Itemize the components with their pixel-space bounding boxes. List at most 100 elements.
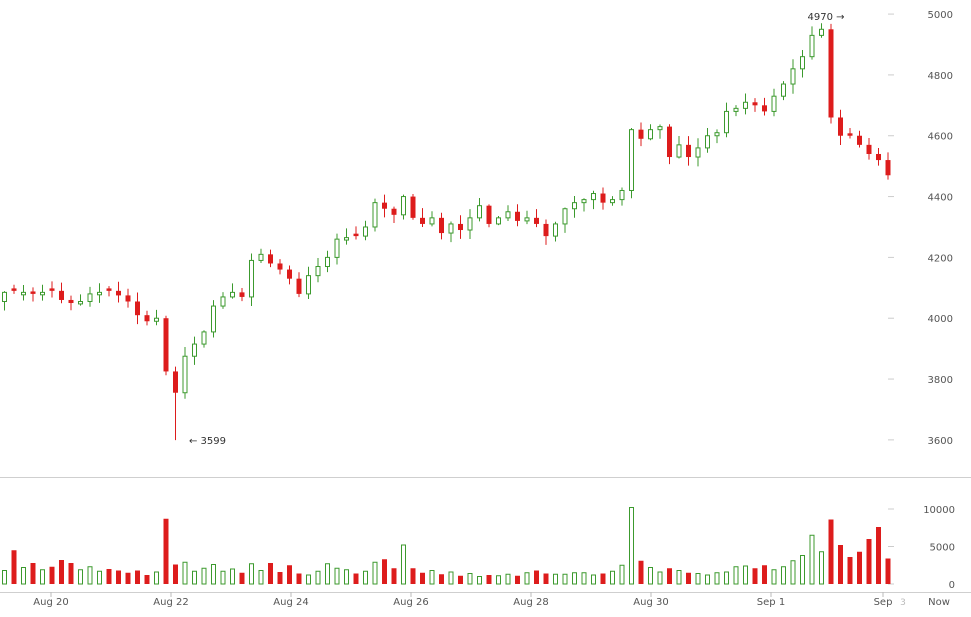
- volume-bar: [344, 569, 349, 585]
- candle-body: [277, 263, 283, 270]
- volume-bar: [486, 575, 492, 584]
- candle-body: [752, 102, 758, 106]
- candle-body: [306, 275, 311, 295]
- candle-body: [800, 56, 805, 70]
- candle-body: [857, 135, 862, 145]
- volume-bar: [496, 575, 501, 585]
- volume-bar: [515, 575, 520, 584]
- volume-bar: [135, 570, 140, 584]
- volume-bar: [439, 574, 444, 584]
- volume-bar: [40, 569, 45, 585]
- candle-body: [296, 278, 302, 294]
- candle-body: [372, 202, 378, 228]
- candle-body: [676, 144, 682, 158]
- volume-bar: [410, 568, 416, 584]
- volume-bar: [391, 568, 397, 584]
- volume-bar: [192, 570, 197, 585]
- volume-bar: [315, 570, 321, 585]
- x-tick-label: Aug 20: [33, 597, 68, 608]
- candle-body: [230, 291, 235, 298]
- volume-bar: [163, 518, 169, 584]
- candle-body: [68, 299, 74, 304]
- volume-bar: [420, 572, 425, 584]
- candle-body: [866, 144, 872, 154]
- volume-bar: [657, 571, 663, 585]
- candle-body: [287, 269, 292, 279]
- tick-marks: [50, 13, 894, 597]
- price-tick-label: 4600: [928, 132, 953, 143]
- candle-body: [154, 317, 159, 322]
- candle-body: [173, 371, 178, 393]
- candle-body: [724, 110, 729, 134]
- candle-body: [410, 196, 416, 218]
- high-price-annotation: 4970 →: [807, 12, 844, 23]
- candle-body: [838, 117, 843, 136]
- volume-bar: [752, 568, 758, 584]
- candle-body: [762, 105, 767, 112]
- candle-body: [477, 205, 482, 219]
- candle-body: [885, 160, 891, 176]
- volume-bar: [458, 575, 463, 584]
- candle-body: [686, 144, 691, 158]
- candle-body: [733, 107, 739, 112]
- volume-bar: [106, 569, 112, 584]
- volume-bar: [116, 570, 121, 584]
- volume-bar: [762, 565, 767, 584]
- candle-body: [21, 291, 26, 296]
- volume-bar: [2, 570, 7, 585]
- candle-body: [876, 153, 881, 161]
- volume-bar: [249, 563, 254, 585]
- candle-body: [125, 295, 131, 302]
- volume-bar: [648, 567, 653, 585]
- volume-bar: [268, 563, 273, 584]
- candle-body: [258, 253, 264, 261]
- candle-body: [638, 129, 644, 139]
- volume-bar: [676, 570, 682, 585]
- candle-body: [382, 202, 387, 209]
- volume-bar: [296, 573, 302, 584]
- volume-bar: [78, 569, 83, 585]
- x-tick-label: Aug 22: [153, 597, 188, 608]
- volume-bar: [591, 574, 596, 585]
- candle-body: [619, 189, 625, 201]
- candle-body: [743, 101, 748, 109]
- candle-body: [448, 223, 454, 234]
- volume-axis-labels: 10000 5000 0: [923, 505, 955, 591]
- candle-body: [524, 217, 530, 222]
- candle-body: [49, 288, 55, 291]
- volume-bar: [857, 551, 862, 584]
- volume-bar: [572, 572, 577, 585]
- candle-body: [790, 68, 796, 85]
- volume-bar: [182, 561, 188, 585]
- volume-tick-label: 10000: [923, 505, 955, 516]
- candle-body: [401, 196, 406, 216]
- x-tick-label: Sep: [874, 597, 893, 608]
- candle-body: [781, 83, 786, 97]
- candle-body: [657, 126, 663, 131]
- candle-body: [363, 226, 368, 237]
- volume-bar: [714, 572, 720, 585]
- candle-body: [11, 288, 17, 291]
- candle-body: [249, 259, 254, 298]
- candle-body: [515, 211, 520, 221]
- volume-bar: [781, 566, 786, 585]
- candle-body: [458, 223, 463, 231]
- volume-bars: [2, 507, 891, 585]
- candle-body: [40, 291, 45, 296]
- volume-bar: [581, 572, 587, 585]
- candle-body: [97, 291, 102, 296]
- candle-body: [182, 355, 188, 394]
- volume-bar: [562, 573, 568, 585]
- price-tick-label: 3800: [928, 375, 953, 386]
- candle-body: [486, 205, 492, 224]
- candle-body: [30, 291, 36, 294]
- candle-body: [543, 223, 549, 237]
- candle-body: [714, 132, 720, 137]
- candle-body: [610, 199, 615, 204]
- volume-bar: [211, 564, 216, 585]
- volume-bar: [505, 573, 511, 585]
- candle-body: [591, 193, 596, 201]
- volume-bar: [629, 507, 634, 585]
